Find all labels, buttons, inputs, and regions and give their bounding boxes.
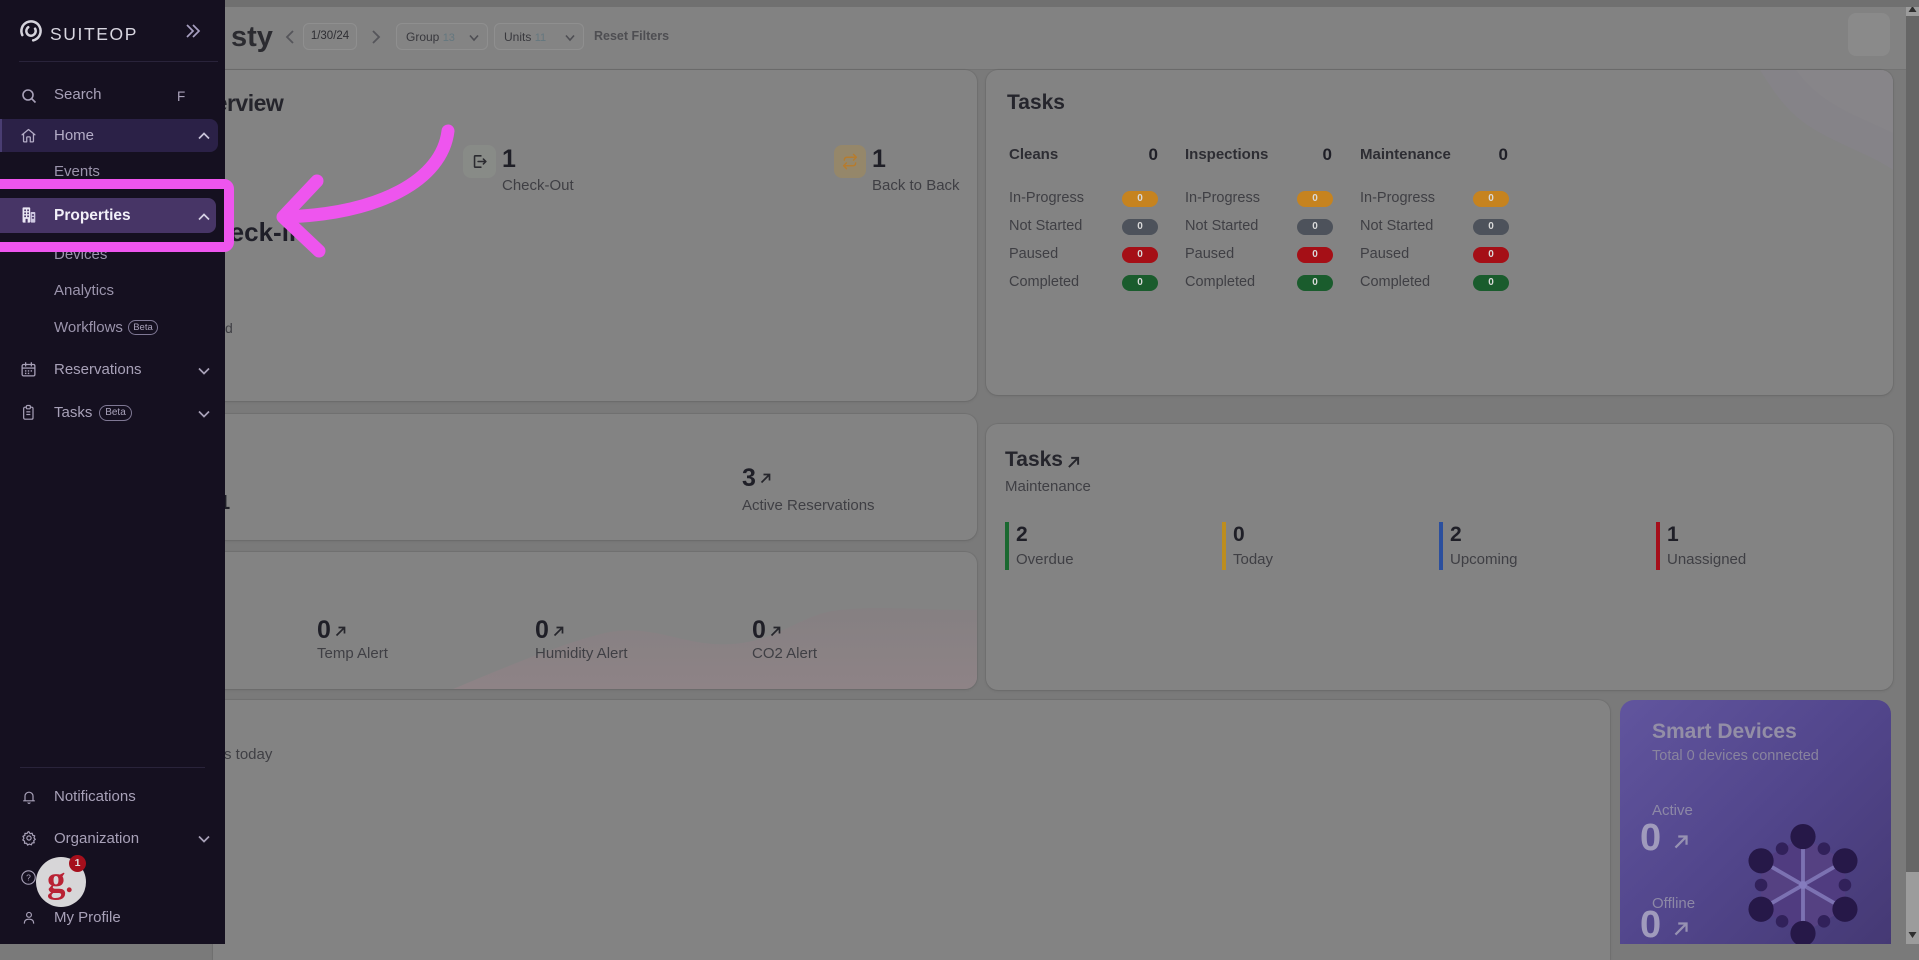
- svg-text:?: ?: [26, 873, 31, 883]
